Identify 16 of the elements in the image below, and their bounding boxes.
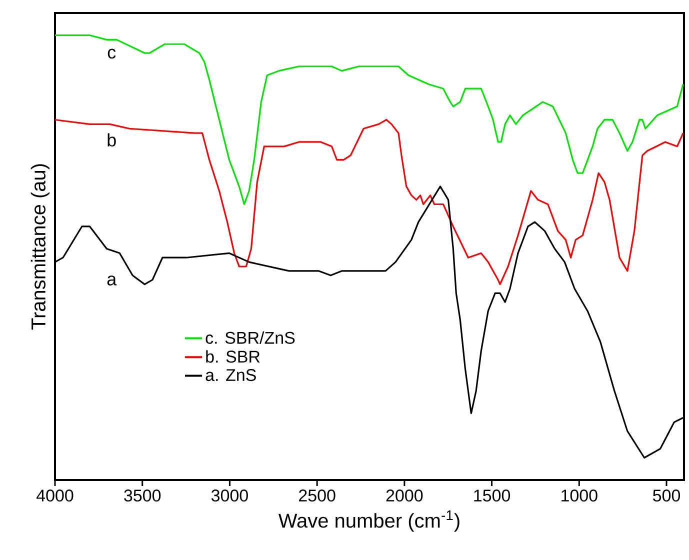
x-tick-label: 3500 bbox=[124, 490, 161, 502]
legend-label: a. ZnS bbox=[206, 369, 256, 382]
x-tick-label: 1000 bbox=[562, 490, 598, 502]
x-tick-label: 1500 bbox=[474, 490, 510, 502]
annotation: b bbox=[108, 133, 116, 146]
x-tick-label: 500 bbox=[653, 490, 680, 502]
x-tick-label: 3000 bbox=[211, 490, 248, 502]
annotation: c bbox=[108, 48, 116, 59]
x-tick-label: 2000 bbox=[386, 490, 423, 502]
x-tick-label: 4000 bbox=[36, 490, 74, 502]
legend-label: c. SBR/ZnS bbox=[206, 331, 295, 344]
y-axis-title: Transmittance (au) bbox=[30, 164, 50, 330]
x-axis-title: Wave number (cm$^{-1}$) bbox=[278, 510, 460, 532]
x-tick-label: 2500 bbox=[299, 490, 336, 502]
annotation: a bbox=[107, 276, 117, 286]
legend-label: b. SBR bbox=[206, 350, 260, 363]
